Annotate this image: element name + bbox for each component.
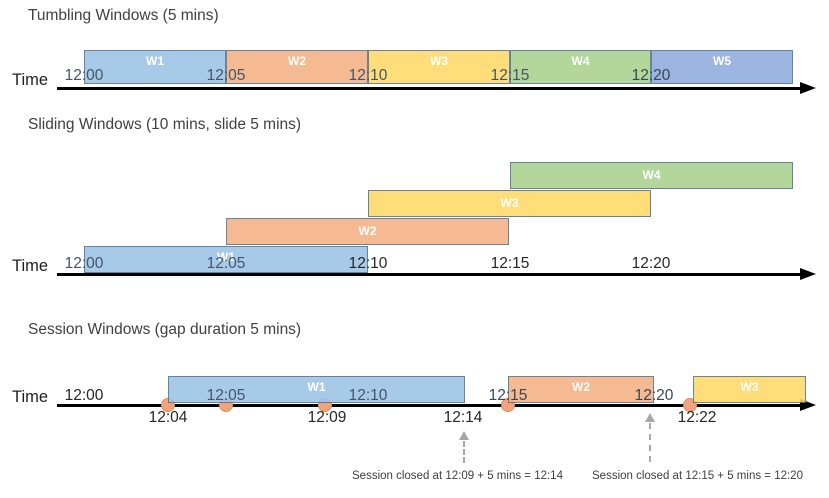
session-event-label-1204: 12:04	[148, 409, 188, 426]
session-closed-note-2: Session closed at 12:15 + 5 mins = 12:20	[592, 470, 803, 482]
tumbling-window-w3-label: W3	[430, 54, 448, 68]
tumbling-window-w1	[84, 50, 226, 84]
tumbling-tick-1210: 12:10	[348, 67, 388, 84]
tumbling-tick-1220: 12:20	[631, 67, 671, 84]
annotation-arrow-line	[649, 423, 651, 462]
sliding-window-w2	[226, 218, 509, 245]
session-window-w3	[693, 376, 806, 403]
session-tick-1220: 12:20	[634, 387, 674, 404]
sliding-tick-1200: 12:00	[64, 255, 104, 272]
session-tick-1210: 12:10	[348, 387, 388, 404]
sliding-time-axis-label: Time	[12, 257, 49, 275]
session-time-axis-label: Time	[12, 388, 49, 406]
sliding-window-w4-label: W4	[642, 168, 661, 182]
sliding-tick-1205: 12:05	[206, 255, 246, 272]
tumbling-time-axis-label: Time	[12, 71, 49, 89]
session-window-w1	[168, 376, 465, 403]
session-title: Session Windows (gap duration 5 mins)	[28, 321, 302, 338]
sliding-title: Sliding Windows (10 mins, slide 5 mins)	[28, 116, 302, 133]
sliding-axis-line	[57, 273, 802, 276]
sliding-window-w3	[368, 190, 651, 217]
sliding-window-w3-label: W3	[500, 196, 519, 210]
annotation-arrow-line	[463, 441, 465, 463]
sliding-window-w1	[84, 246, 368, 273]
sliding-axis-arrowhead-icon	[800, 268, 816, 280]
tumbling-axis-line	[57, 87, 802, 90]
sliding-window-w2-label: W2	[358, 224, 377, 238]
session-closed-note-1: Session closed at 12:09 + 5 mins = 12:14	[352, 470, 563, 482]
sliding-tick-1215: 12:15	[490, 255, 530, 272]
tumbling-tick-1215: 12:15	[490, 67, 530, 84]
sliding-window-w4	[510, 162, 793, 189]
session-tick-1205: 12:05	[206, 387, 246, 404]
session-event-label-1214: 12:14	[443, 409, 483, 426]
tumbling-window-w5-label: W5	[713, 54, 731, 68]
session-window-w2	[508, 376, 654, 403]
tumbling-window-w3	[368, 50, 510, 84]
annotation-arrow-up-icon	[459, 431, 469, 440]
tumbling-title: Tumbling Windows (5 mins)	[28, 7, 219, 24]
session-tick-1215: 12:15	[488, 387, 528, 404]
tumbling-tick-1200: 12:00	[64, 67, 104, 84]
sliding-tick-1220: 12:20	[631, 255, 671, 272]
session-event-label-1222: 12:22	[677, 409, 717, 426]
tumbling-window-w5	[651, 50, 793, 84]
session-window-w2-label: W2	[572, 380, 590, 394]
tumbling-window-w2	[226, 50, 368, 84]
session-axis-line	[57, 404, 802, 407]
tumbling-window-w2-label: W2	[288, 54, 306, 68]
sliding-window-w1-label: W1	[217, 250, 235, 264]
tumbling-window-w4	[510, 50, 651, 84]
tumbling-window-w4-label: W4	[571, 54, 590, 68]
session-window-w3-label: W3	[740, 380, 759, 394]
session-tick-1200: 12:00	[64, 387, 104, 404]
tumbling-axis-arrowhead-icon	[800, 82, 816, 94]
tumbling-tick-1205: 12:05	[206, 67, 246, 84]
annotation-arrow-up-icon	[645, 413, 655, 422]
session-window-w1-label: W1	[307, 380, 326, 394]
sliding-tick-1210: 12:10	[348, 255, 388, 272]
tumbling-window-w1-label: W1	[146, 54, 164, 68]
session-event-label-1209: 12:09	[307, 409, 347, 426]
